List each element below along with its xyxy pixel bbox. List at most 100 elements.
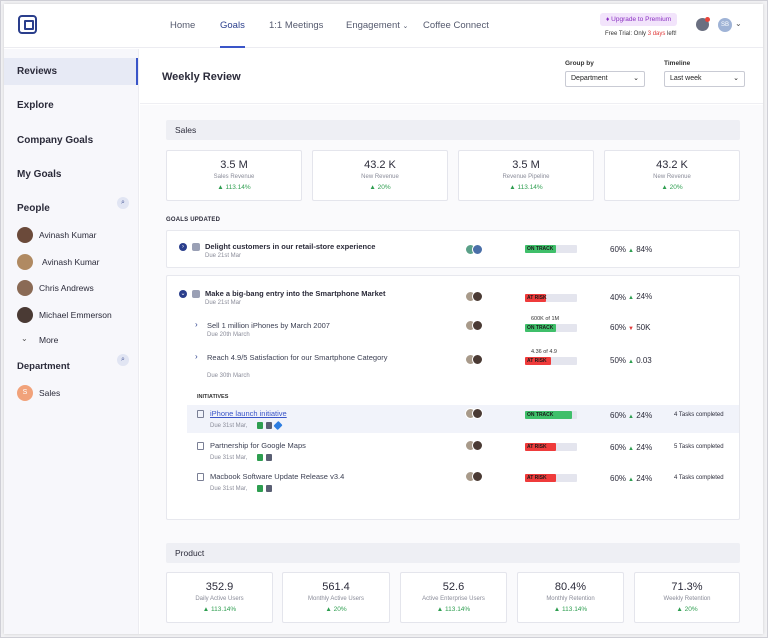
subgoal-delta: ▼ 50K xyxy=(628,323,650,332)
search-icon[interactable]: ⌕ xyxy=(117,197,129,209)
trial-notice: Free Trial: Only 3 days left! xyxy=(605,31,677,37)
person-name: Avinash Kumar xyxy=(39,230,97,240)
chevron-right-icon[interactable]: › xyxy=(195,320,198,329)
kpi-delta: ▲ 113.14% xyxy=(217,184,251,191)
nav-meetings[interactable]: 1:1 Meetings xyxy=(269,20,324,31)
goal-target-icon xyxy=(192,243,200,251)
search-icon[interactable]: ⌕ xyxy=(117,354,129,366)
arrow-up-icon: ▲ xyxy=(628,477,634,483)
person-name: Avinash Kumar xyxy=(42,257,100,267)
initiative-tasks: 5 Tasks completed xyxy=(674,444,724,450)
initiative-percent: 60% xyxy=(610,443,627,452)
subgoal-progress-bar: ON TRACK xyxy=(525,324,577,332)
goal-title[interactable]: Make a big-bang entry into the Smartphon… xyxy=(205,289,386,298)
notification-bell-icon[interactable] xyxy=(696,17,710,31)
avatar xyxy=(472,291,483,302)
goal-target-icon xyxy=(192,290,200,298)
delta-value: 50K xyxy=(636,323,651,332)
chevron-right-icon[interactable]: › xyxy=(195,352,198,361)
kpi-delta: ▲ 20% xyxy=(676,606,698,613)
nav-engagement[interactable]: Engagement ⌄ xyxy=(346,4,408,48)
group-by-select[interactable]: Department ⌄ xyxy=(565,71,645,87)
sidebar-item-my-goals[interactable]: My Goals xyxy=(17,169,62,180)
sidebar-person[interactable]: Michael Emmerson xyxy=(17,307,137,323)
sidebar-person[interactable]: Avinash Kumar xyxy=(17,254,137,270)
nav-coffee-connect[interactable]: Coffee Connect xyxy=(423,20,489,31)
goal-card: ⌄ Make a big-bang entry into the Smartph… xyxy=(166,275,740,520)
subgoal-progress-caption: 600K of 1M xyxy=(531,316,560,322)
kpi-delta: ▲ 20% xyxy=(661,184,683,191)
notion-icon[interactable] xyxy=(266,485,272,492)
initiative-due: Due 31st Mar, xyxy=(210,423,248,429)
page-header: Weekly Review Group by Department ⌄ Timel… xyxy=(140,49,763,104)
sidebar-more[interactable]: ⌄ More xyxy=(17,332,137,348)
delta-value: 24% xyxy=(636,474,653,483)
goal-card: › Delight customers in our retail-store … xyxy=(166,230,740,268)
subgoal-percent: 50% xyxy=(610,356,627,365)
subgoal-title[interactable]: Reach 4.9/5 Satisfaction for our Smartph… xyxy=(207,353,388,362)
sidebar-person[interactable]: Avinash Kumar xyxy=(17,227,137,243)
sheet-icon[interactable] xyxy=(257,454,263,461)
page-title: Weekly Review xyxy=(162,71,241,83)
chevron-down-icon[interactable]: ⌄ xyxy=(735,19,742,28)
status-label: ON TRACK xyxy=(527,412,554,418)
notion-icon[interactable] xyxy=(266,422,272,429)
progress-fill xyxy=(525,474,557,482)
sales-section-title: Sales xyxy=(166,120,740,140)
upgrade-premium-label: Upgrade to Premium xyxy=(611,16,672,23)
initiative-due: Due 31st Mar, xyxy=(210,486,248,492)
group-by-label: Group by xyxy=(565,60,594,67)
main-panel: Weekly Review Group by Department ⌄ Timel… xyxy=(140,49,763,634)
delta-value: 24% xyxy=(636,411,653,420)
initiative-owners xyxy=(465,471,485,483)
trial-days: 3 days xyxy=(647,31,666,37)
goal-owners xyxy=(465,244,485,256)
kpi-label: Monthly Active Users xyxy=(307,596,365,602)
user-avatar[interactable]: SB xyxy=(718,18,732,32)
initiative-progress-bar: ON TRACK xyxy=(525,411,577,419)
kpi-delta: ▲ 113.14% xyxy=(509,184,543,191)
nav-home[interactable]: Home xyxy=(170,20,196,31)
kpi-label: Weekly Retention xyxy=(663,596,711,602)
subgoal-due: Due 20th March xyxy=(207,332,250,338)
status-label: AT RISK xyxy=(527,358,547,364)
upgrade-premium-button[interactable]: ♦ Upgrade to Premium xyxy=(600,13,678,26)
sheet-icon[interactable] xyxy=(257,485,263,492)
goal-progress-bar: ON TRACK xyxy=(525,245,577,253)
notion-icon[interactable] xyxy=(266,454,272,461)
sidebar-item-reviews[interactable]: Reviews xyxy=(17,66,58,77)
trial-suffix: left! xyxy=(667,31,677,37)
document-icon xyxy=(197,473,204,481)
person-name: Michael Emmerson xyxy=(39,310,112,320)
review-content: Sales 3.5 M Sales Revenue ▲ 113.14% 43.2 K… xyxy=(140,105,763,634)
product-section-title: Product xyxy=(166,543,740,563)
timeline-select[interactable]: Last week ⌄ xyxy=(664,71,745,87)
sheet-icon[interactable] xyxy=(257,422,263,429)
status-label: AT RISK xyxy=(527,295,547,301)
subgoal-title[interactable]: Sell 1 million iPhones by March 2007 xyxy=(207,321,330,330)
arrow-up-icon: ▲ xyxy=(628,248,634,254)
chevron-down-icon[interactable]: ⌄ xyxy=(179,290,187,298)
diamond-icon: ♦ xyxy=(606,16,610,23)
initiative-title-link[interactable]: iPhone launch initiative xyxy=(210,409,287,418)
progress-fill xyxy=(525,357,551,365)
app-logo-icon[interactable] xyxy=(18,15,37,34)
goal-due: Due 21st Mar xyxy=(205,253,242,259)
top-navigation-bar: Home Goals 1:1 Meetings Engagement ⌄ Cof… xyxy=(4,4,763,48)
progress-fill xyxy=(525,324,557,332)
nav-goals[interactable]: Goals xyxy=(220,4,245,48)
chevron-right-icon[interactable]: › xyxy=(179,243,187,251)
goal-title[interactable]: Delight customers in our retail-store ex… xyxy=(205,242,376,251)
sidebar-item-explore[interactable]: Explore xyxy=(17,100,54,111)
goal-percent: 60% xyxy=(610,245,627,254)
initiative-title[interactable]: Macbook Software Update Release v3.4 xyxy=(210,472,345,481)
subgoal-delta: ▲ 0.03 xyxy=(628,356,652,365)
delta-value: 24% xyxy=(636,443,653,452)
timeline-label: Timeline xyxy=(664,60,691,67)
sidebar-department[interactable]: S Sales xyxy=(17,385,137,401)
arrow-up-icon: ▲ xyxy=(628,446,634,452)
sidebar-person[interactable]: Chris Andrews xyxy=(17,280,137,296)
initiative-title[interactable]: Partnership for Google Maps xyxy=(210,441,306,450)
sidebar-item-company-goals[interactable]: Company Goals xyxy=(17,135,94,146)
kpi-delta: ▲ 20% xyxy=(369,184,391,191)
